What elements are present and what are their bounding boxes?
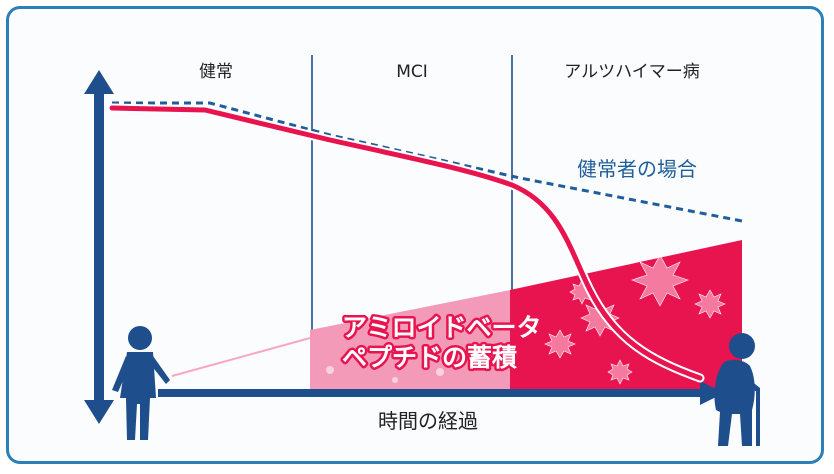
person-standing-icon	[112, 326, 170, 440]
amyloid-label: アミロイドベータ ペプチドの蓄積	[340, 311, 545, 375]
elderly-with-cane-icon	[714, 333, 760, 446]
vertical-double-arrow	[84, 70, 114, 424]
stage-label-healthy: 健常	[199, 62, 233, 82]
stage-label-mci: MCI	[396, 62, 428, 82]
amyloid-label-line1: アミロイドベータ	[342, 313, 542, 342]
time-axis-label: 時間の経過	[378, 409, 478, 433]
healthy-case-label: 健常者の場合	[577, 157, 697, 181]
time-axis-arrow	[158, 381, 724, 405]
amyloid-label-line2: ペプチドの蓄積	[342, 343, 517, 372]
stage-label-alzheimer: アルツハイマー病	[564, 62, 700, 82]
healthy-dashed-line	[112, 101, 743, 223]
alzheimer-decline-curve	[109, 105, 703, 381]
